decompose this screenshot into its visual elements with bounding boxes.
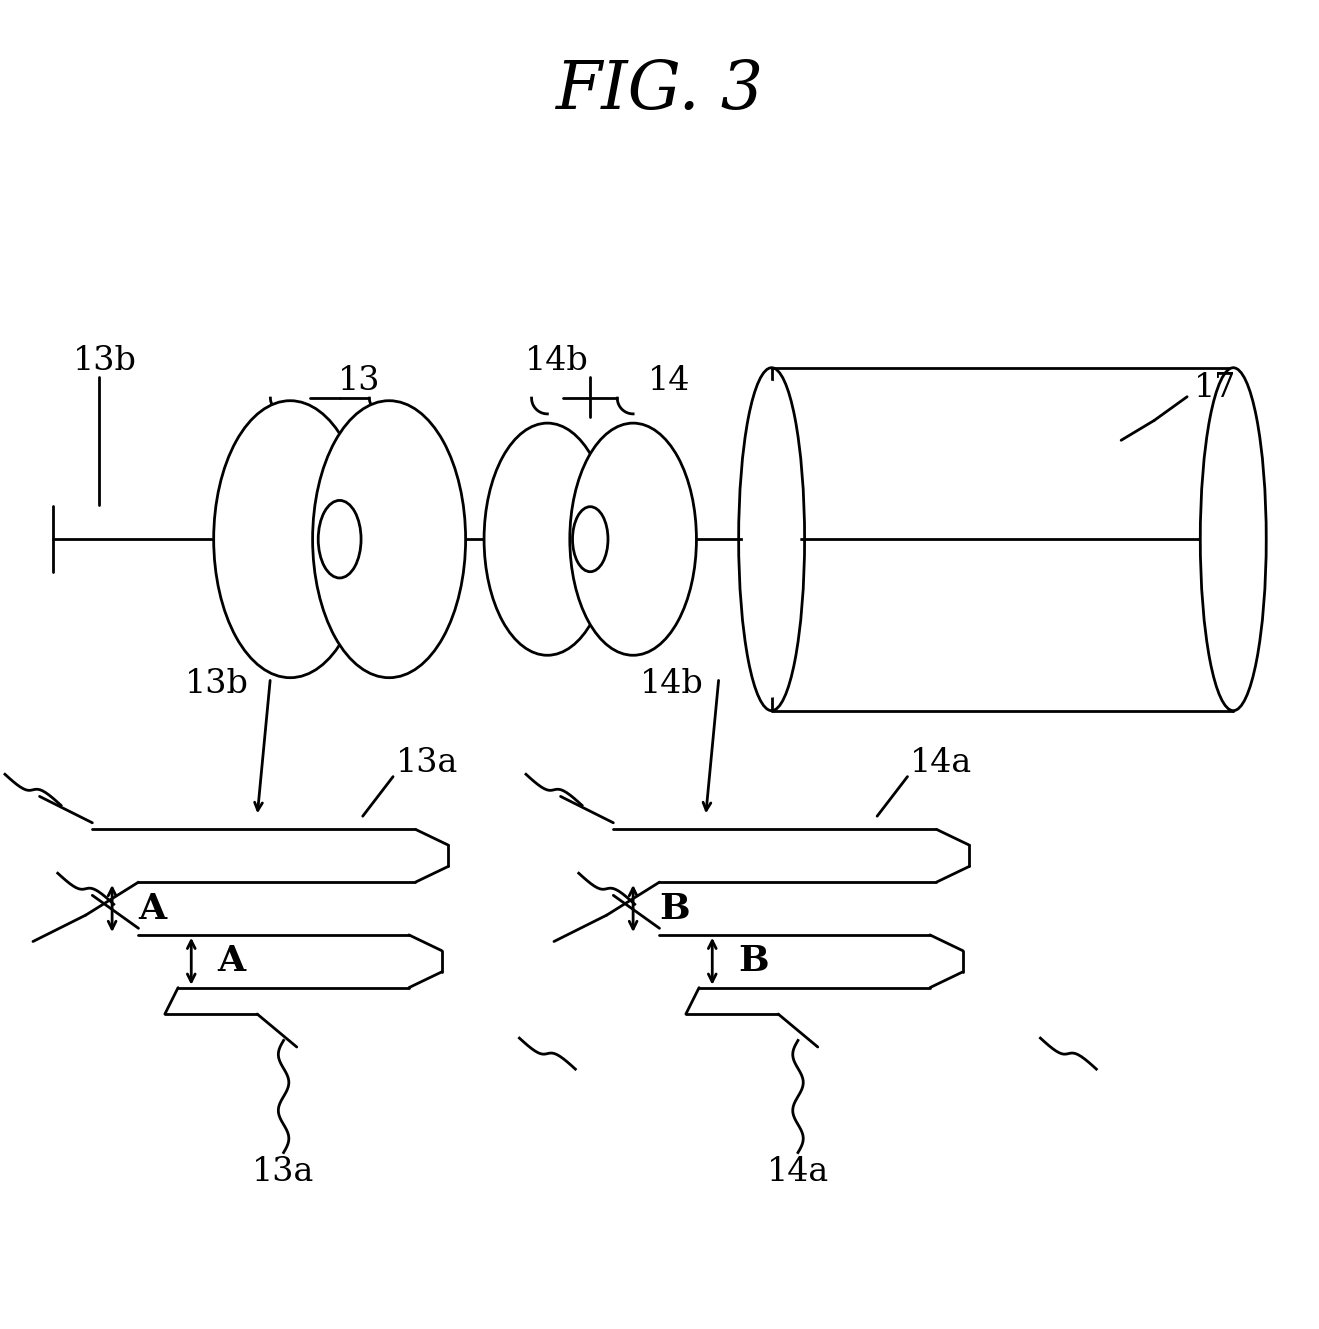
Text: 13a: 13a [396, 747, 458, 779]
Text: 14a: 14a [766, 1156, 830, 1188]
Ellipse shape [570, 423, 696, 655]
Text: B: B [660, 892, 690, 925]
Text: 13b: 13b [185, 668, 248, 700]
Text: B: B [739, 945, 769, 978]
Ellipse shape [313, 401, 466, 678]
Ellipse shape [214, 401, 367, 678]
Ellipse shape [484, 423, 611, 655]
Text: 13: 13 [338, 365, 381, 397]
Text: 13a: 13a [252, 1156, 315, 1188]
Ellipse shape [318, 501, 361, 578]
Text: A: A [218, 945, 245, 978]
Text: 13b: 13b [73, 346, 136, 377]
Ellipse shape [739, 368, 805, 711]
Text: 17: 17 [1194, 372, 1236, 404]
Text: 14b: 14b [640, 668, 703, 700]
Text: A: A [138, 892, 166, 925]
Text: FIG. 3: FIG. 3 [555, 57, 764, 124]
Text: 14b: 14b [525, 346, 590, 377]
Ellipse shape [1200, 368, 1266, 711]
Text: 14: 14 [648, 365, 691, 397]
Text: 14a: 14a [910, 747, 972, 779]
Ellipse shape [572, 506, 608, 571]
Ellipse shape [744, 381, 799, 696]
